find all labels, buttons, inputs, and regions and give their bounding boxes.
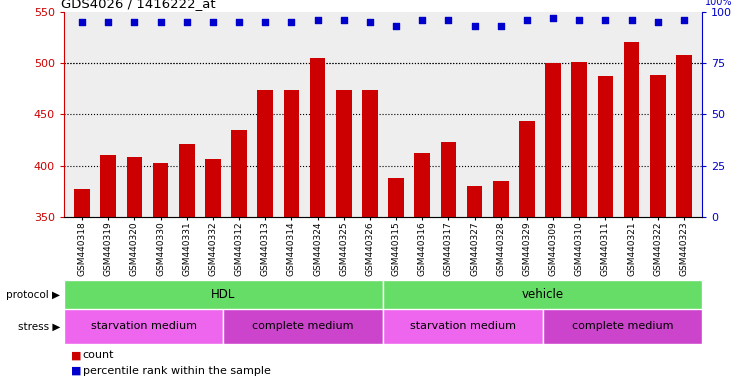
Text: count: count [83, 350, 114, 360]
Bar [205, 159, 221, 217]
Text: HDL: HDL [211, 288, 236, 301]
Point [573, 17, 585, 23]
Bar [179, 144, 195, 217]
Bar [572, 62, 587, 217]
Bar [388, 178, 404, 217]
Bar [336, 89, 351, 217]
Text: percentile rank within the sample: percentile rank within the sample [83, 366, 270, 376]
Point [626, 17, 638, 23]
Bar [542, 309, 702, 344]
Bar [127, 157, 143, 217]
Bar [466, 186, 482, 217]
Bar [493, 181, 508, 217]
Point [416, 17, 428, 23]
Point [181, 19, 193, 25]
Point [128, 19, 140, 25]
Bar [64, 309, 224, 344]
Bar [676, 55, 692, 217]
Text: 100%: 100% [705, 0, 733, 7]
Point [76, 19, 88, 25]
Point [102, 19, 114, 25]
Point [521, 17, 533, 23]
Text: GDS4026 / 1416222_at: GDS4026 / 1416222_at [61, 0, 216, 10]
Bar [415, 153, 430, 217]
Bar [284, 89, 300, 217]
Text: starvation medium: starvation medium [410, 321, 516, 331]
Text: ■: ■ [71, 350, 82, 360]
Text: protocol ▶: protocol ▶ [6, 290, 60, 300]
Bar [650, 75, 665, 217]
Bar [362, 89, 378, 217]
Point [599, 17, 611, 23]
Point [312, 17, 324, 23]
Bar [383, 280, 702, 309]
Text: vehicle: vehicle [521, 288, 564, 301]
Bar [231, 130, 247, 217]
Point [547, 15, 559, 21]
Bar [258, 89, 273, 217]
Point [678, 17, 690, 23]
Bar [545, 63, 561, 217]
Bar [101, 156, 116, 217]
Point [233, 19, 245, 25]
Point [207, 19, 219, 25]
Bar [224, 309, 383, 344]
Text: complete medium: complete medium [252, 321, 354, 331]
Point [652, 19, 664, 25]
Point [155, 19, 167, 25]
Bar [441, 142, 457, 217]
Point [364, 19, 376, 25]
Point [495, 23, 507, 29]
Point [285, 19, 297, 25]
Bar [74, 189, 90, 217]
Point [390, 23, 402, 29]
Bar [64, 280, 383, 309]
Bar [309, 58, 325, 217]
Bar [383, 309, 542, 344]
Point [338, 17, 350, 23]
Text: complete medium: complete medium [572, 321, 673, 331]
Bar [152, 162, 168, 217]
Bar [623, 42, 639, 217]
Bar [598, 76, 614, 217]
Text: ■: ■ [71, 366, 82, 376]
Point [259, 19, 271, 25]
Bar [519, 121, 535, 217]
Text: starvation medium: starvation medium [91, 321, 197, 331]
Point [442, 17, 454, 23]
Point [469, 23, 481, 29]
Text: stress ▶: stress ▶ [18, 321, 60, 331]
